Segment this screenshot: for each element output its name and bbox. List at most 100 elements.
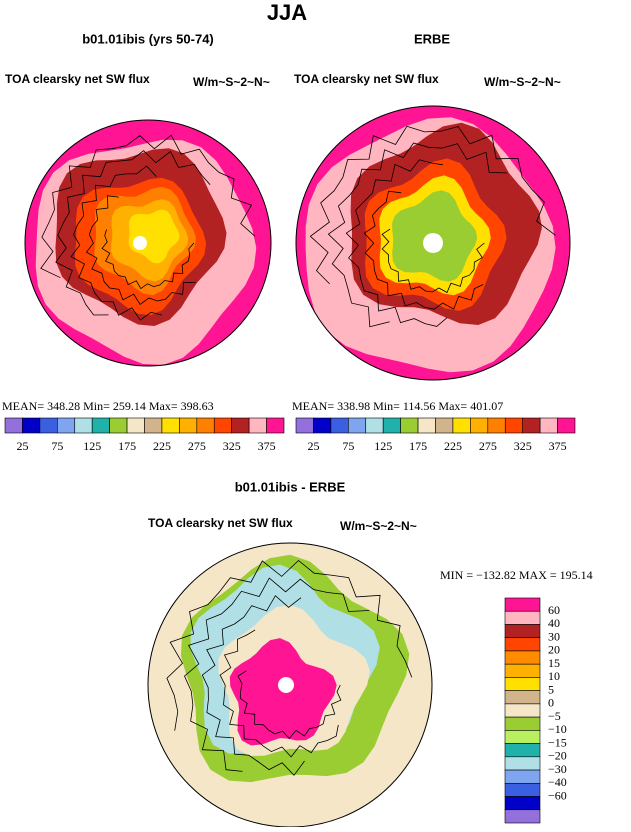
colorbar-box [144,417,163,434]
colorbar-box [504,769,541,784]
colorbar-box [504,716,541,731]
colorbar-box [504,690,541,705]
colorbar-box [504,743,541,758]
figure-title: JJA [267,0,307,25]
coastline [40,134,256,279]
colorbar-label: 325 [223,439,241,453]
colorbar-box [91,417,110,434]
panel-units: W/m~S~2~N~ [484,75,561,89]
colorbar-box [22,417,41,434]
colorbar-box [435,417,454,434]
colorbar-box [330,417,349,434]
contour-fill [128,209,180,264]
diff-title: b01.01ibis - ERBE [235,479,346,494]
colorbar-label: 5 [548,682,554,696]
colorbar-box [470,417,489,434]
colorbar-box [504,703,541,718]
colorbar-box [179,417,198,434]
colorbar-box [504,610,541,625]
coastline [85,195,196,305]
colorbar-box [504,624,541,639]
colorbar-box [231,417,250,434]
colorbar-box [504,677,541,691]
coastline [363,190,484,310]
colorbar-box [161,417,180,434]
colorbar-label: −10 [548,722,567,736]
coastline [327,142,508,328]
colorbar-box [504,663,541,678]
map [148,543,432,827]
colorbar-box [452,417,471,434]
colorbar-label: 275 [188,439,206,453]
colorbar-box [74,417,93,434]
colorbar-box [348,417,367,434]
panel-stats: MEAN= 338.98 Min= 114.56 Max= 401.07 [292,399,503,413]
colorbar-box [504,782,541,797]
colorbar-label: 325 [514,439,532,453]
colorbar-box [400,417,419,434]
colorbar-box [382,417,401,434]
coastline [70,165,162,321]
coastline [201,595,305,776]
colorbar-label: 75 [342,439,354,453]
colorbar-label: 375 [258,439,276,453]
colorbar-label: 225 [153,439,171,453]
colorbar-box [126,417,145,434]
coastline [166,559,413,731]
colorbar-box [295,417,314,434]
colorbar-box [109,417,128,434]
coastline [345,159,448,327]
colorbar-box [266,417,285,434]
diff-left-label: TOA clearsky net SW flux [148,516,293,530]
colorbar-label: 30 [548,629,560,643]
colorbar-box [504,730,541,744]
colorbar-box [557,417,576,434]
colorbar-box [57,417,76,434]
colorbar-label: 375 [549,439,567,453]
colorbar-label: 75 [51,439,63,453]
colorbar-label: −15 [548,735,567,749]
map [25,120,271,366]
colorbar-label: −60 [548,788,567,802]
panel-title: b01.01ibis (yrs 50-74) [82,31,214,46]
colorbar-label: 125 [374,439,392,453]
coastline [55,150,211,316]
colorbar-box [417,417,436,434]
colorbar-box [504,796,541,811]
diff-stats: MIN = −132.82 MAX = 195.14 [440,568,593,582]
panel-title: ERBE [414,31,450,46]
colorbar-label: 175 [118,439,136,453]
colorbar-box [539,417,558,434]
colorbar-box [504,809,541,824]
coastline [219,629,339,758]
map-border [295,105,571,381]
colorbar-box [522,417,541,434]
colorbar-label: 275 [479,439,497,453]
contour-fill [133,236,147,250]
colorbar-box [504,650,541,665]
contour-fill [278,677,294,693]
colorbar-box [39,417,58,434]
colorbar-box [213,417,232,434]
colorbar-box [504,756,541,771]
colorbar-label: 125 [83,439,101,453]
coastline [309,125,556,285]
colorbar-label: −5 [548,709,561,723]
colorbar-label: 0 [548,696,554,710]
colorbar-label: 10 [548,669,560,683]
colorbar-label: 40 [548,616,560,630]
colorbar-box [196,417,215,434]
diff-units: W/m~S~2~N~ [340,519,417,533]
coastline [381,228,485,294]
colorbar-box [504,417,523,434]
colorbar-label: −40 [548,775,567,789]
colorbar-box [487,417,506,434]
colorbar-label: 175 [409,439,427,453]
coastline [184,577,370,772]
colorbar-label: 20 [548,643,560,657]
colorbar-label: 25 [16,439,28,453]
colorbar-box [365,417,384,434]
colorbar-box [248,417,267,434]
coastline [237,670,342,740]
